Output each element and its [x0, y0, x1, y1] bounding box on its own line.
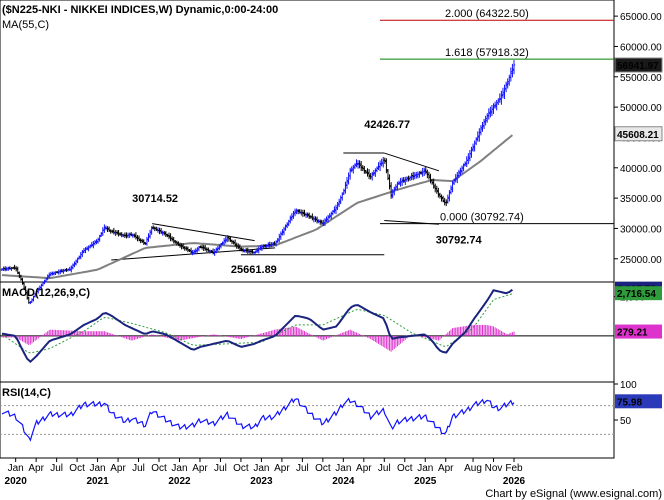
rsi-axis-label: 50 [620, 416, 632, 427]
trendline [384, 220, 439, 225]
rsi-axis-label: 100 [620, 380, 637, 391]
price-badge-box [614, 57, 663, 73]
time-axis-month-label: Jan [417, 463, 433, 474]
price-axis-label: 65000.00 [620, 12, 662, 23]
time-axis-month-label: Jul [214, 463, 227, 474]
time-axis-year-label: 2020 [5, 476, 28, 487]
badge-layer: 56941.9745608.213,005.782,716.54279.2175… [614, 57, 663, 409]
time-axis-month-label: Apr [110, 463, 126, 474]
price-annotation: 30714.52 [132, 193, 178, 205]
price-axis-label: 30000.00 [620, 224, 662, 235]
time-axis-month-label: Jan [171, 463, 187, 474]
time-axis-year-label: 2026 [503, 476, 526, 487]
ma-legend-label: MA(55,C) [2, 19, 49, 31]
time-axis-month-label: Feb [505, 463, 523, 474]
price-badge-label: 56941.97 [617, 61, 659, 72]
axis-layer: 25000.0030000.0035000.0040000.0045000.00… [5, 12, 663, 487]
time-axis-month-label: Apr [356, 463, 372, 474]
price-badge-label: 45608.21 [617, 130, 659, 141]
macd-badge-label: 2,716.54 [617, 289, 656, 300]
time-axis-month-label: Apr [28, 463, 44, 474]
price-axis-label: 60000.00 [620, 42, 662, 53]
time-axis-month-label: Apr [192, 463, 208, 474]
price-badge-box [614, 126, 663, 142]
time-axis-month-label: Oct [315, 463, 331, 474]
price-axis-label: 55000.00 [620, 73, 662, 84]
time-axis-year-label: 2021 [86, 476, 109, 487]
price-layer: 2.000 (64322.50) 1.618 (57918.32) 0.000 (3… [0, 8, 614, 305]
macd-panel-title: MACD(12,26,9,C) [2, 287, 90, 299]
price-panel-frame [0, 0, 615, 283]
fibonacci-level-label: 0.000 (30792.74) [440, 212, 524, 224]
fibonacci-level-label: 2.000 (64322.50) [445, 8, 529, 20]
time-axis-year-label: 2024 [332, 476, 355, 487]
time-axis-month-label: Oct [69, 463, 85, 474]
chart-symbol-title: ($N225-NKI - NIKKEI INDICES,W) Dynamic,0… [2, 4, 278, 16]
time-axis-month-label: Apr [438, 463, 454, 474]
rsi-badge-label: 75.98 [617, 397, 642, 408]
time-axis-month-label: Jan [335, 463, 351, 474]
time-axis-month-label: Jan [253, 463, 269, 474]
time-axis-month-label: Oct [151, 463, 167, 474]
time-axis-month-label: Jan [90, 463, 106, 474]
fibonacci-level-label: 1.618 (57918.32) [445, 47, 529, 59]
footer-credit: Chart by eSignal (www.esignal.com) [485, 488, 662, 500]
macd-badge-label: 279.21 [617, 328, 648, 339]
time-axis-month-label: Jul [132, 463, 145, 474]
macd-badge-box [615, 324, 662, 339]
time-axis-month-label: Aug [464, 463, 482, 474]
rsi-badge-box [615, 394, 662, 409]
time-axis-month-label: Jan [8, 463, 24, 474]
price-axis-label: 25000.00 [620, 255, 662, 266]
time-axis-year-label: 2023 [250, 476, 273, 487]
price-annotation: 30792.74 [436, 235, 483, 247]
price-axis-label: 35000.00 [620, 194, 662, 205]
macd-layer [0, 288, 614, 364]
trendline [384, 152, 440, 172]
time-axis-month-label: Nov [485, 463, 503, 474]
time-axis-year-label: 2022 [168, 476, 191, 487]
price-axis-label: 50000.00 [620, 103, 662, 114]
rsi-panel-frame [0, 381, 615, 459]
moving-average-line [1, 134, 514, 280]
price-annotation: 25661.89 [231, 264, 277, 276]
rsi-panel-title: RSI(14,C) [2, 387, 51, 399]
trendline [152, 223, 255, 242]
macd-signal-line [1, 293, 513, 354]
time-axis-month-label: Jul [296, 463, 309, 474]
time-axis-month-label: Jul [50, 463, 63, 474]
price-axis-label: 40000.00 [620, 164, 662, 175]
time-axis-month-label: Jul [378, 463, 391, 474]
time-axis-month-label: Apr [274, 463, 290, 474]
time-axis-year-label: 2025 [414, 476, 437, 487]
rsi-layer [0, 397, 614, 442]
price-annotation: 42426.77 [364, 119, 410, 131]
macd-line [1, 288, 513, 364]
rsi-line [1, 397, 515, 442]
macd-badge-box [615, 286, 662, 301]
time-axis-month-label: Oct [233, 463, 249, 474]
time-axis-month-label: Oct [397, 463, 413, 474]
